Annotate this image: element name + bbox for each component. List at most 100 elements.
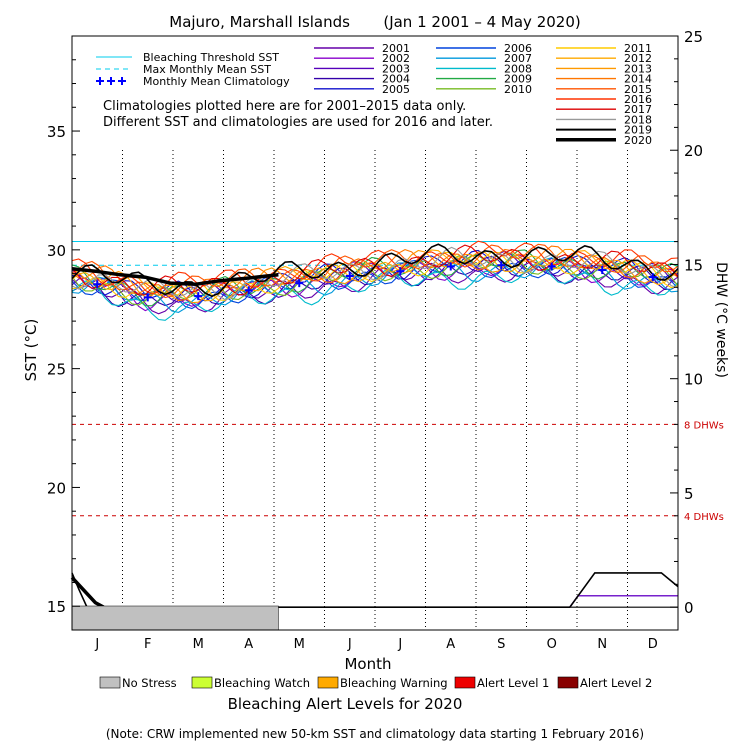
note-line-2: Different SST and climatologies are used… [103, 115, 493, 130]
y2-tick-label: 5 [684, 485, 694, 503]
alert-legend-label: Alert Level 2 [580, 676, 652, 690]
month-tick-label: A [244, 637, 253, 652]
legend-year-label: 2001 [382, 42, 410, 55]
y2-tick-label: 20 [684, 142, 703, 160]
axes: J F M A M J J A S O N D 15 20 25 30 35 0 5 10 15 20 25 [47, 28, 703, 652]
dhw-reference-label: 8 DHWs [684, 420, 724, 431]
alert-bar-no-stress [71, 605, 279, 631]
climatology-marker [93, 280, 102, 289]
month-tick-label: J [94, 637, 99, 652]
climatology-marker [143, 293, 152, 302]
alert-level-legend: No Stress Bleaching Watch Bleaching Warnin… [99, 676, 652, 690]
chart-title: Majuro, Marshall Islands (Jan 1 2001 – 4… [169, 13, 580, 31]
legend-year-label: 2018 [624, 113, 652, 126]
month-tick-label: F [144, 637, 151, 652]
alert-legend-label: Alert Level 1 [477, 676, 549, 690]
legend-year-label: 2015 [624, 83, 652, 96]
legend-marker [118, 77, 126, 85]
legend-year-label: 2013 [624, 62, 652, 75]
legend-year-label: 2016 [624, 93, 652, 106]
legend-year-label: 2004 [382, 73, 410, 86]
legend-year-label: 2005 [382, 83, 410, 96]
month-gridlines [122, 150, 628, 630]
legend-label: Monthly Mean Climatology [143, 75, 290, 88]
legend-year-label: 2012 [624, 52, 652, 65]
legend-year-label: 2017 [624, 103, 652, 116]
legend-year-label: 2002 [382, 52, 410, 65]
climatology-marker [194, 292, 203, 301]
legend-label: Bleaching Threshold SST [143, 51, 279, 64]
sst-series-2003 [71, 250, 679, 307]
y-tick-label: 15 [47, 598, 66, 616]
alert-legend-swatch [454, 676, 476, 689]
y2-tick-label: 15 [684, 256, 703, 274]
y2-tick-label: 25 [684, 28, 703, 46]
y-tick-label: 30 [47, 242, 66, 260]
legend-marker [107, 77, 115, 85]
alert-legend-label: No Stress [122, 676, 177, 690]
y-tick-label: 35 [47, 123, 66, 141]
legend-year-label: 2020 [624, 134, 652, 147]
sst-series-2014 [71, 245, 679, 302]
dhw-series-2020 [70, 576, 105, 609]
legend-year-label: 2006 [504, 42, 532, 55]
dhw-reference-label: 4 DHWs [684, 512, 724, 523]
sst-series-lines [71, 240, 679, 321]
note-line-1: Climatologies plotted here are for 2001–… [103, 99, 466, 114]
legend-year-label: 2010 [504, 83, 532, 96]
footnote: (Note: CRW implemented new 50-km SST and… [106, 727, 644, 741]
month-tick-label: A [446, 637, 455, 652]
alert-levels-title: Bleaching Alert Levels for 2020 [228, 695, 463, 713]
sst-series-2018 [71, 246, 679, 301]
alert-legend-swatch [557, 676, 579, 689]
climatology-marker [598, 266, 607, 275]
legend-year-label: 2008 [504, 62, 532, 75]
month-tick-label: S [497, 637, 505, 652]
y-tick-label: 25 [47, 361, 66, 379]
y-axis-label: SST (°C) [22, 319, 40, 382]
alert-legend-swatch [317, 676, 339, 689]
climatology-marker [547, 262, 556, 271]
climatology-marker [396, 267, 405, 276]
x-axis-label: Month [344, 655, 391, 673]
reference-lines: 8 DHWs 4 DHWs [72, 241, 724, 523]
month-tick-label: M [193, 637, 204, 652]
month-tick-label: O [547, 637, 557, 652]
legend-year-label: 2007 [504, 52, 532, 65]
month-tick-label: N [597, 637, 607, 652]
month-tick-label: J [397, 637, 402, 652]
climatology-marker [497, 261, 506, 270]
sst-series-2013 [71, 248, 679, 304]
y2-axis-label: DHW (°C weeks) [713, 262, 729, 378]
climatology-marker [446, 262, 455, 271]
sst-series-2019 [71, 243, 679, 298]
climatology-marker [244, 286, 253, 295]
y2-tick-label: 10 [684, 371, 703, 389]
alert-legend-swatch [191, 676, 213, 689]
month-tick-label: J [347, 637, 352, 652]
month-tick-label: D [648, 637, 658, 652]
legend-year-label: 2019 [624, 124, 652, 137]
month-tick-label: M [294, 637, 305, 652]
legend-year-label: 2009 [504, 73, 532, 86]
sst-series-2010 [71, 252, 679, 306]
alert-legend-label: Bleaching Warning [340, 676, 448, 690]
legend-year-label: 2003 [382, 62, 410, 75]
sst-series-2016 [71, 240, 679, 295]
legend-marker [96, 77, 104, 85]
dhw-series-2019 [71, 572, 679, 609]
legend-label: Max Monthly Mean SST [143, 63, 271, 76]
climatology-marker [345, 271, 354, 280]
climatology-marker [295, 279, 304, 288]
alert-legend-swatch [99, 676, 121, 689]
climatology-marker [648, 273, 657, 282]
alert-legend-label: Bleaching Watch [214, 676, 310, 690]
legend-year-label: 2014 [624, 73, 652, 86]
y-tick-label: 20 [47, 479, 66, 497]
sst-series-2020 [71, 267, 279, 287]
legend-year-label: 2011 [624, 42, 652, 55]
climatology-markers [93, 261, 657, 302]
y2-tick-label: 0 [684, 599, 694, 617]
